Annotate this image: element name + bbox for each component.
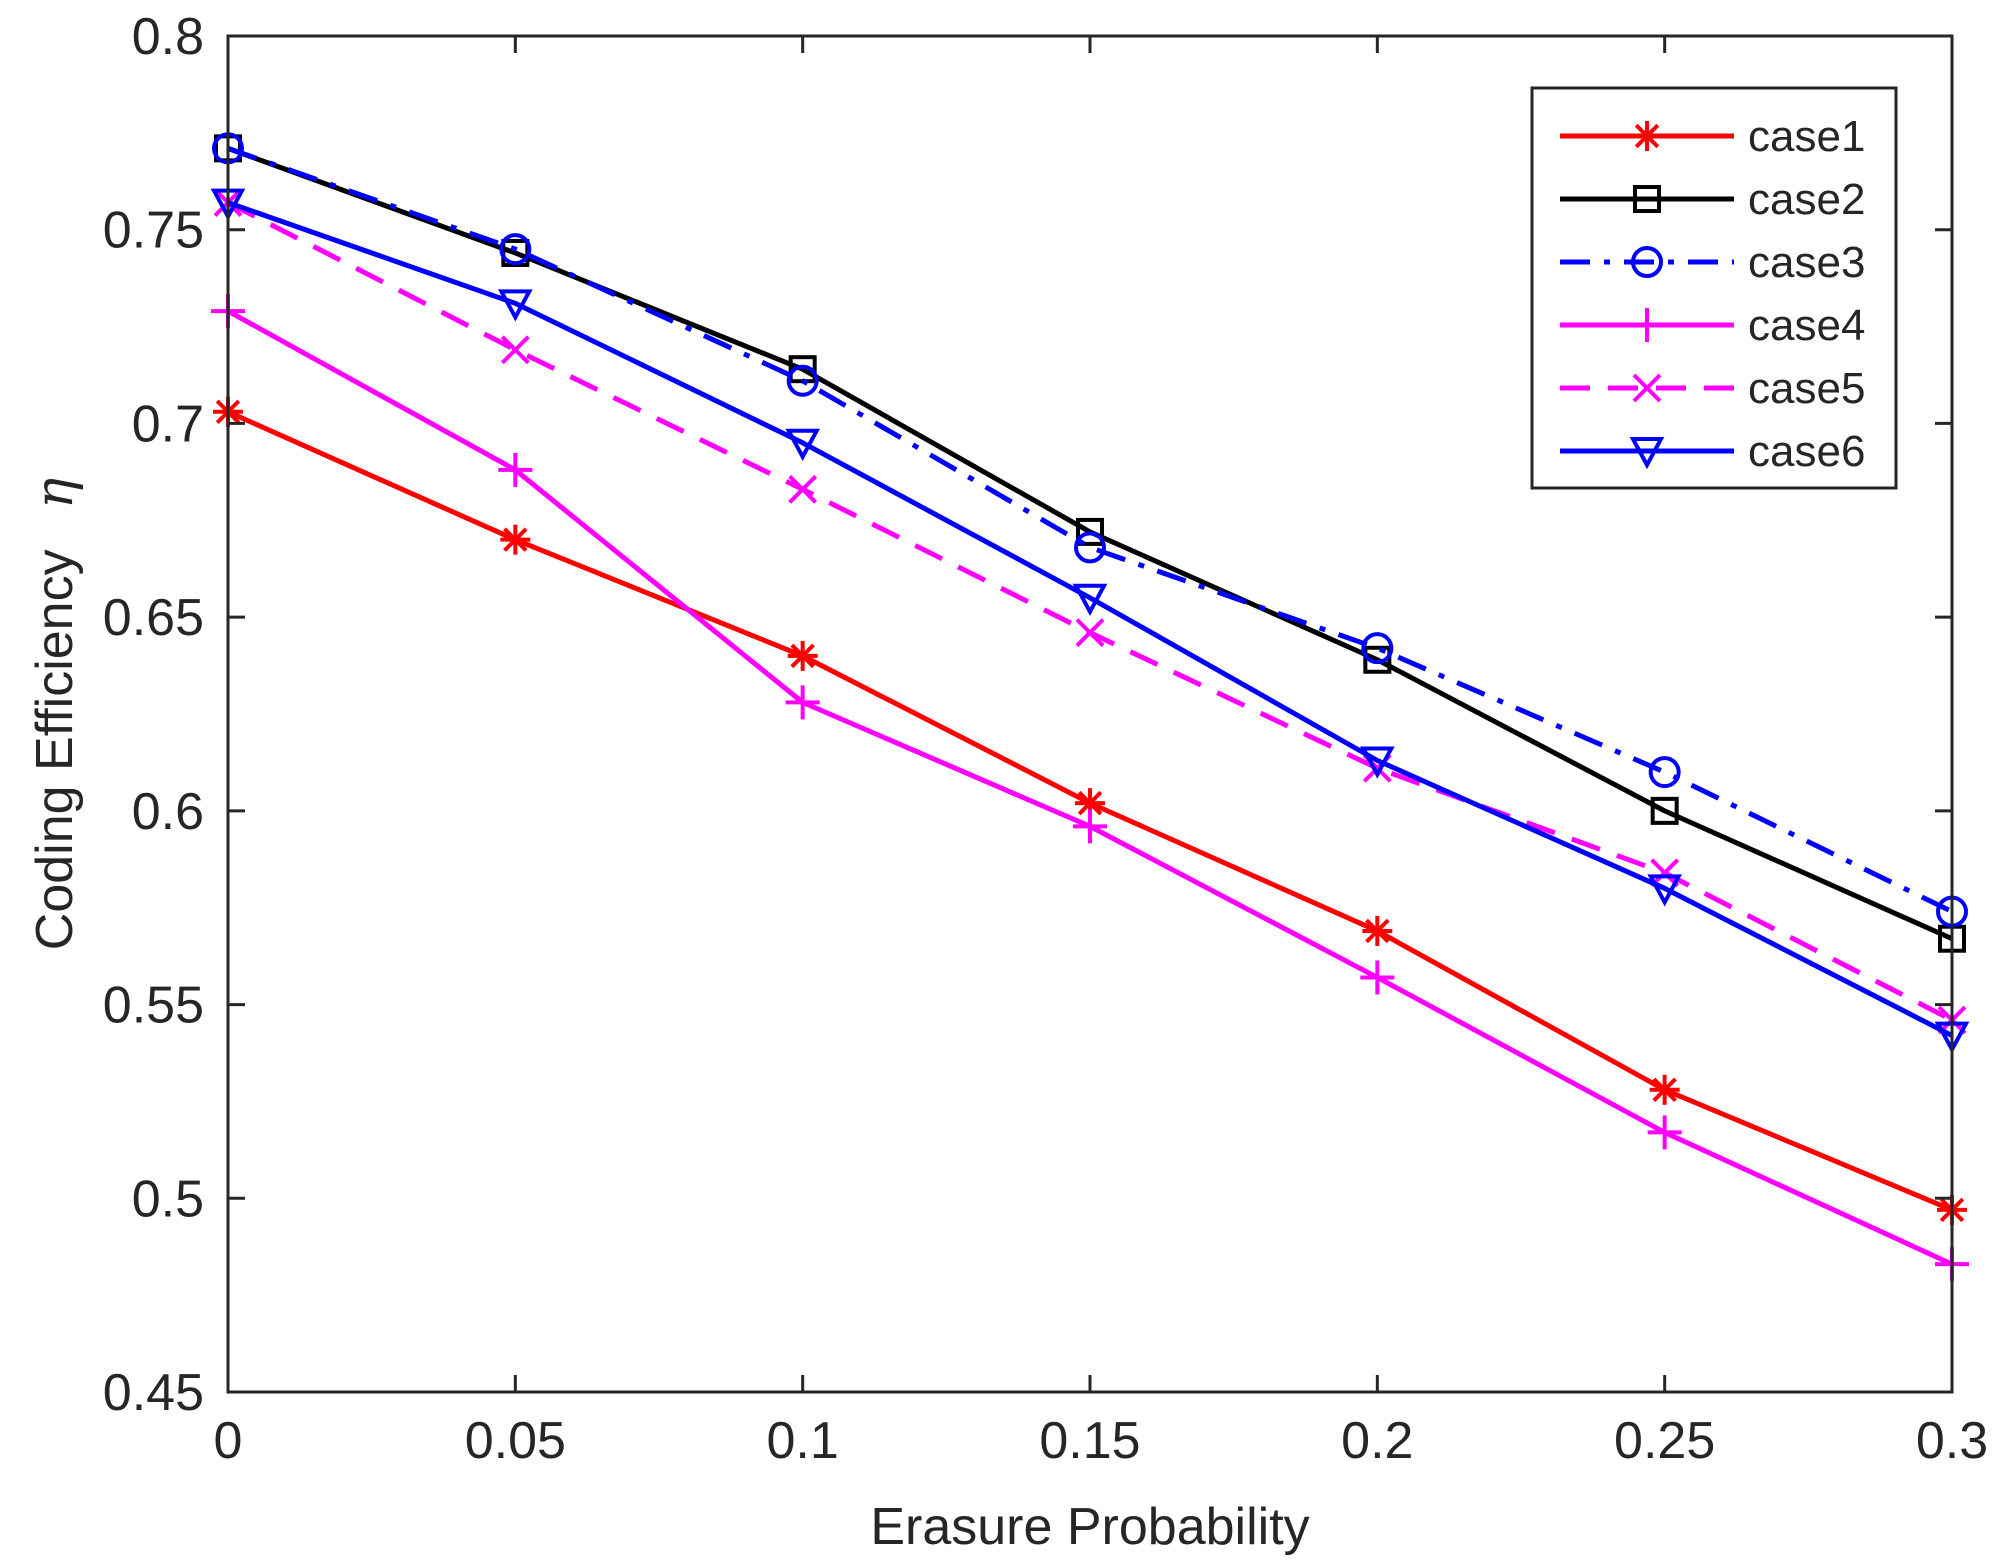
x-tick-label: 0	[214, 1412, 243, 1470]
y-tick-label: 0.5	[132, 1170, 204, 1228]
data-point-triangle	[785, 428, 821, 462]
data-point-circle	[786, 364, 819, 397]
series-line-case3	[227, 145, 1954, 914]
y-axis-label: Coding Efficiency	[26, 549, 84, 950]
data-point-triangle	[1072, 583, 1108, 616]
y-axis-ticks: 0.45 0.5 0.55 0.6 0.65 0.7 0.75 0.8	[103, 8, 1952, 1422]
y-tick-label: 0.45	[103, 1364, 204, 1422]
data-point-triangle	[1359, 746, 1395, 779]
legend-item-case2: case2	[1560, 175, 1865, 224]
data-point-triangle	[1647, 874, 1683, 907]
y-tick-label: 0.75	[103, 202, 204, 260]
data-point-asterisk	[787, 640, 818, 671]
legend-label: case1	[1748, 112, 1865, 161]
data-point-square	[1076, 517, 1104, 546]
y-tick-label: 0.8	[132, 8, 204, 66]
series-line-case6	[227, 200, 1954, 1038]
data-point-circle	[1074, 531, 1106, 564]
data-point-circle	[1631, 246, 1663, 278]
legend-label: case5	[1748, 364, 1865, 413]
series-case3	[212, 132, 1968, 928]
data-point-x	[1632, 373, 1662, 403]
series-layer	[210, 132, 1970, 1282]
y-axis-symbol: η	[25, 478, 85, 509]
legend-item-case1: case1	[1560, 112, 1865, 161]
x-tick-label: 0.25	[1614, 1412, 1715, 1470]
y-tick-label: 0.7	[132, 395, 204, 453]
data-point-square	[1633, 185, 1661, 213]
series-case4	[211, 294, 1969, 1282]
data-point-asterisk	[1362, 915, 1393, 946]
data-point-plus	[1647, 1115, 1682, 1150]
x-tick-label: 0.05	[465, 1412, 566, 1470]
y-tick-label: 0.55	[103, 977, 204, 1035]
x-axis-ticks: 0 0.05 0.1 0.15 0.2 0.25 0.3	[214, 36, 1988, 1470]
data-point-plus	[1360, 960, 1395, 995]
data-point-triangle	[1629, 437, 1665, 470]
data-point-circle	[499, 233, 532, 266]
data-point-asterisk	[500, 524, 531, 555]
legend-label: case2	[1748, 175, 1865, 224]
y-tick-label: 0.6	[132, 783, 204, 841]
data-point-square	[1650, 796, 1679, 825]
data-point-asterisk	[1649, 1074, 1680, 1105]
data-point-plus	[1073, 809, 1107, 844]
legend-label: case3	[1748, 238, 1865, 287]
data-point-x	[1075, 618, 1105, 648]
legend: case1 case2 case3 case4 case5 case6	[1530, 86, 1898, 490]
legend-label: case4	[1748, 301, 1865, 350]
legend-item-case6: case6	[1560, 427, 1865, 476]
data-point-asterisk	[1632, 121, 1662, 151]
data-point-triangle	[497, 289, 533, 322]
svg-text:Coding Efficiency η: Coding Efficiency η	[25, 478, 85, 950]
legend-item-case3: case3	[1560, 238, 1865, 287]
data-point-square	[1363, 645, 1392, 674]
data-point-x	[500, 335, 530, 365]
data-point-circle	[1361, 632, 1394, 665]
legend-box	[1530, 86, 1898, 490]
data-point-x	[1650, 858, 1680, 888]
data-point-plus	[498, 452, 533, 487]
y-axis-label-group: Coding Efficiency η	[25, 478, 85, 950]
legend-item-case4: case4	[1560, 301, 1865, 350]
data-point-x	[788, 474, 818, 504]
x-axis-label: Erasure Probability	[870, 1498, 1309, 1556]
data-point-plus	[1630, 308, 1664, 342]
x-tick-label: 0.15	[1039, 1412, 1140, 1470]
x-tick-label: 0.2	[1341, 1412, 1413, 1470]
x-tick-label: 0.3	[1916, 1412, 1988, 1470]
legend-label: case6	[1748, 427, 1865, 476]
y-tick-label: 0.65	[103, 589, 204, 647]
data-point-plus	[785, 685, 820, 720]
data-point-circle	[1648, 756, 1681, 789]
x-tick-label: 0.1	[767, 1412, 839, 1470]
legend-item-case5: case5	[1560, 364, 1865, 413]
